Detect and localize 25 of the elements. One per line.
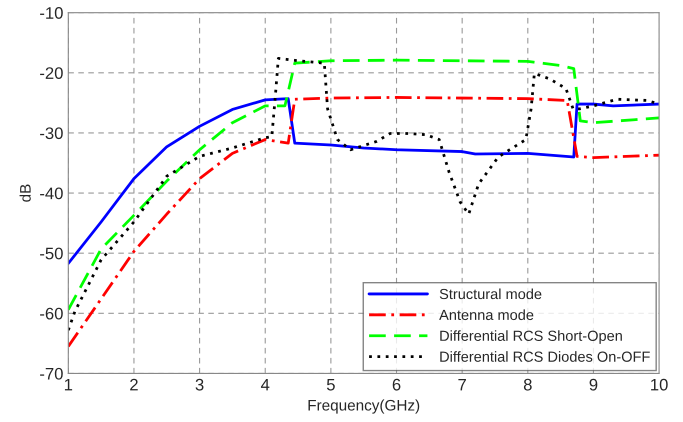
x-tick-label: 1	[64, 378, 72, 390]
y-tick-label: -20	[40, 67, 63, 79]
x-tick-label: 7	[458, 378, 466, 390]
legend-label: Antenna mode	[439, 309, 534, 320]
legend-label: Structural mode	[440, 288, 542, 300]
y-tick-label: -60	[40, 308, 63, 320]
y-tick-label: -50	[40, 248, 63, 260]
x-axis-title: Frequency(GHz)	[308, 399, 420, 414]
y-tick-label: -70	[40, 368, 63, 380]
x-tick-label: 4	[260, 378, 270, 390]
y-tick-label: -30	[40, 127, 63, 140]
x-tick-label: 8	[524, 378, 532, 391]
legend-label: Differential RCS Diodes On-OFF	[440, 351, 650, 362]
line-series	[68, 96, 660, 348]
x-tick-label: 6	[392, 378, 400, 391]
x-tick-label: 5	[326, 378, 335, 391]
x-tick-label: 9	[590, 378, 598, 391]
y-axis-title: dB	[20, 184, 31, 202]
y-tick-label: -10	[40, 7, 63, 19]
legend-label: Differential RCS Short-Open	[440, 330, 622, 344]
x-tick-label: 2	[130, 378, 138, 390]
x-tick-label: 10	[651, 378, 668, 391]
x-tick-label: 3	[196, 378, 204, 391]
y-tick-label: -40	[40, 187, 63, 200]
line-series	[68, 97, 660, 265]
